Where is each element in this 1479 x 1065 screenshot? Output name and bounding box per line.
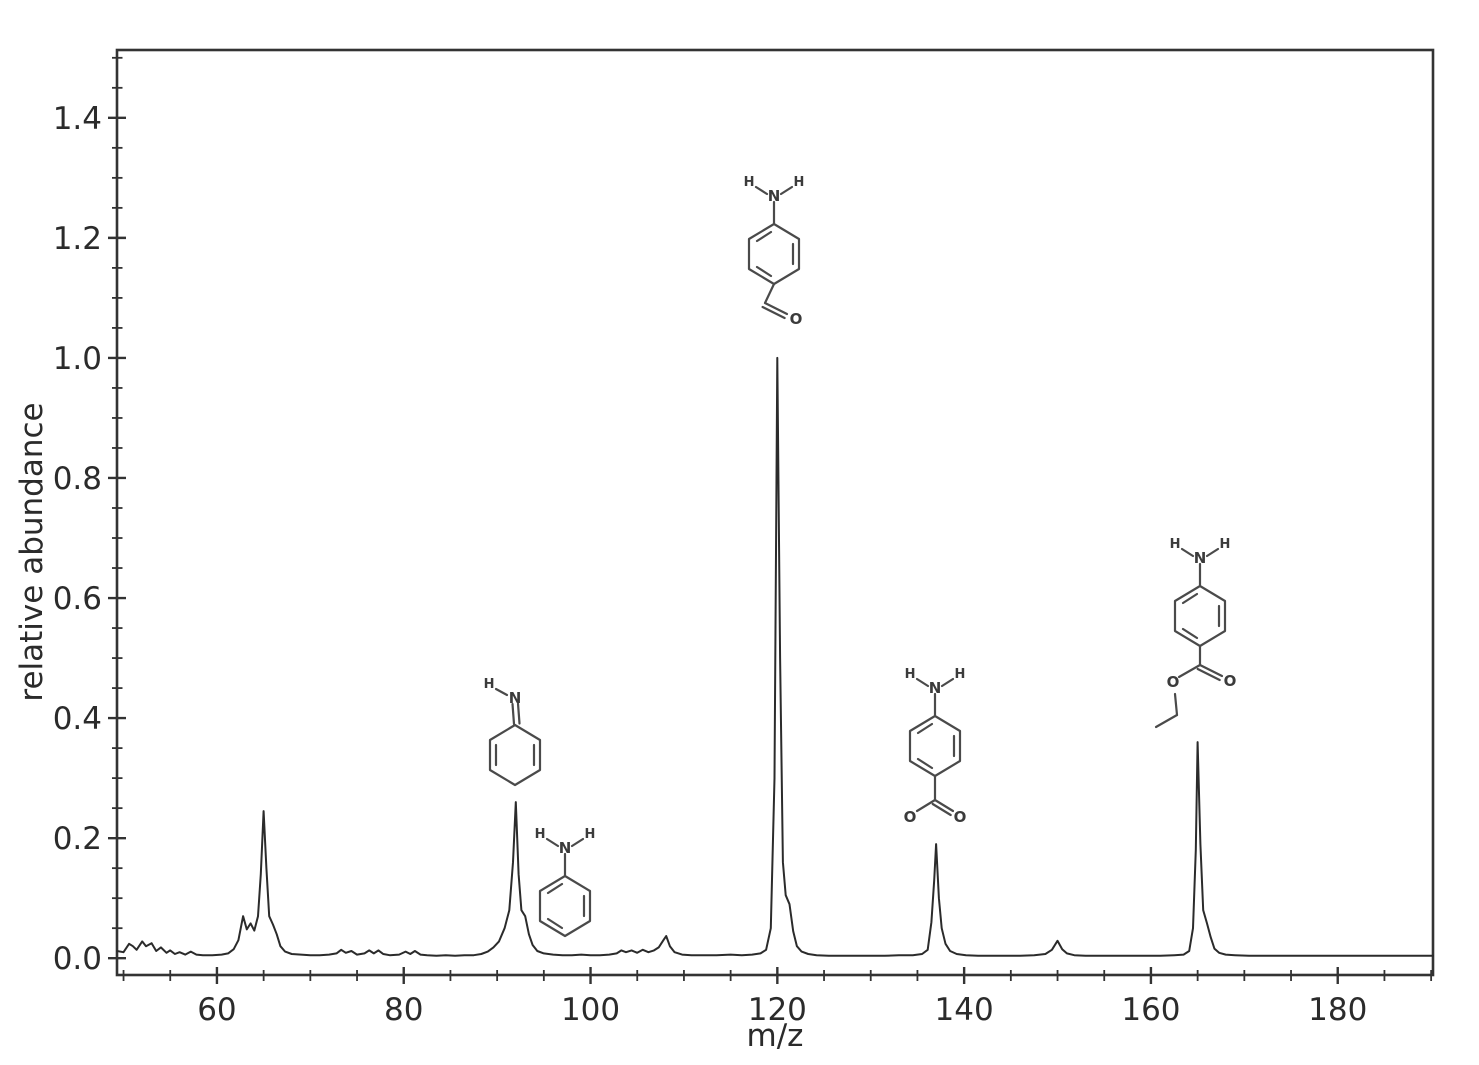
atom-label-h: H xyxy=(535,827,546,842)
x-tick-label: 180 xyxy=(1308,992,1367,1028)
molecule-imine-92: H N xyxy=(484,677,542,787)
x-tick-label: 100 xyxy=(561,992,620,1028)
spectrum-trace xyxy=(116,356,1434,957)
y-tick-label: 0.6 xyxy=(53,581,102,617)
x-tick-label: 140 xyxy=(935,992,994,1028)
molecule-benzocaine-165: H N H O O xyxy=(1154,537,1237,729)
atom-label-o: O xyxy=(790,310,803,328)
atom-label-n: N xyxy=(768,187,781,205)
atom-label-h: H xyxy=(744,175,755,190)
atom-label-n: N xyxy=(929,679,942,697)
atom-label-o: O xyxy=(904,808,917,826)
atom-label-h: H xyxy=(955,667,966,682)
molecule-aminobenzaldehyde-120: H N H O xyxy=(744,175,805,328)
atom-label-h: H xyxy=(905,667,916,682)
y-tick-label: 0.8 xyxy=(53,461,102,497)
y-tick-label: 0.2 xyxy=(53,821,102,857)
axes-layer: 60 80 100 120 140 160 180 0.0 0.2 0.4 0.6 0.8 1.0 1.2… xyxy=(53,56,1433,1028)
atom-label-o: O xyxy=(1224,672,1237,690)
atom-label-h: H xyxy=(1220,537,1231,552)
atom-label-o: O xyxy=(1167,673,1180,691)
y-tick-label: 0.0 xyxy=(53,941,102,977)
trace-layer xyxy=(116,356,1434,957)
x-tick-label: 80 xyxy=(384,992,423,1028)
molecule-aniline-93: H N H xyxy=(535,827,596,938)
x-axis-title: m/z xyxy=(747,1018,804,1054)
x-tick-label: 160 xyxy=(1121,992,1180,1028)
y-tick-label: 1.2 xyxy=(53,221,102,257)
y-tick-label: 0.4 xyxy=(53,701,102,737)
x-tick-label: 60 xyxy=(197,992,236,1028)
atom-label-h: H xyxy=(585,827,596,842)
atom-label-h: H xyxy=(484,677,495,692)
x-tick-label: 120 xyxy=(748,992,807,1028)
plot-border xyxy=(115,48,1435,977)
atom-label-o: O xyxy=(954,808,967,826)
y-tick-label: 1.4 xyxy=(53,101,102,137)
atom-label-n: N xyxy=(1194,549,1207,567)
molecule-aminobenzoate-137: H N H O O xyxy=(904,667,967,826)
atom-label-n: N xyxy=(509,689,522,707)
y-tick-label: 1.0 xyxy=(53,341,102,377)
atom-label-h: H xyxy=(1170,537,1181,552)
atom-label-h: H xyxy=(794,175,805,190)
y-axis-title: relative abundance xyxy=(14,402,50,701)
atom-label-n: N xyxy=(559,839,572,857)
